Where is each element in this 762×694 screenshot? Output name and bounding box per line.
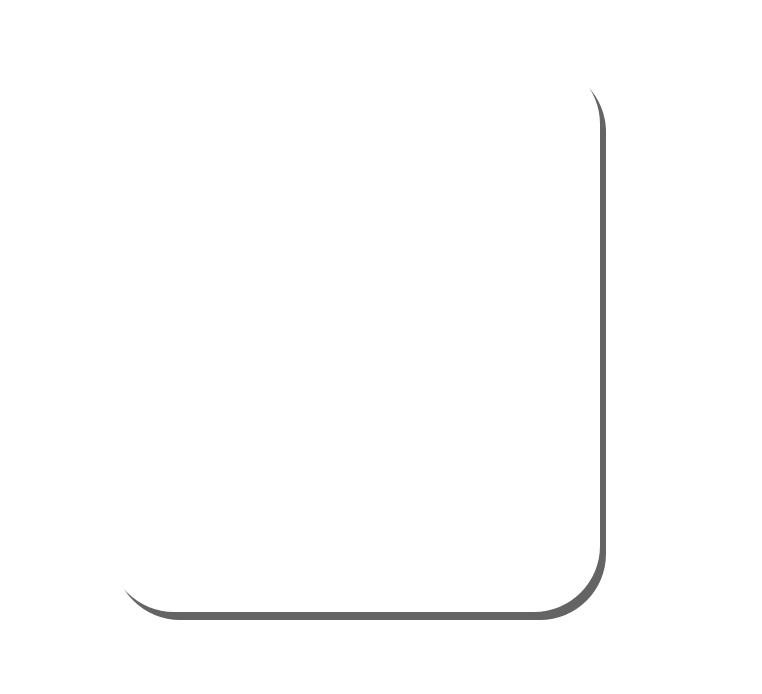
- panel-content: [108, 58, 600, 612]
- blank-panel: [108, 58, 600, 612]
